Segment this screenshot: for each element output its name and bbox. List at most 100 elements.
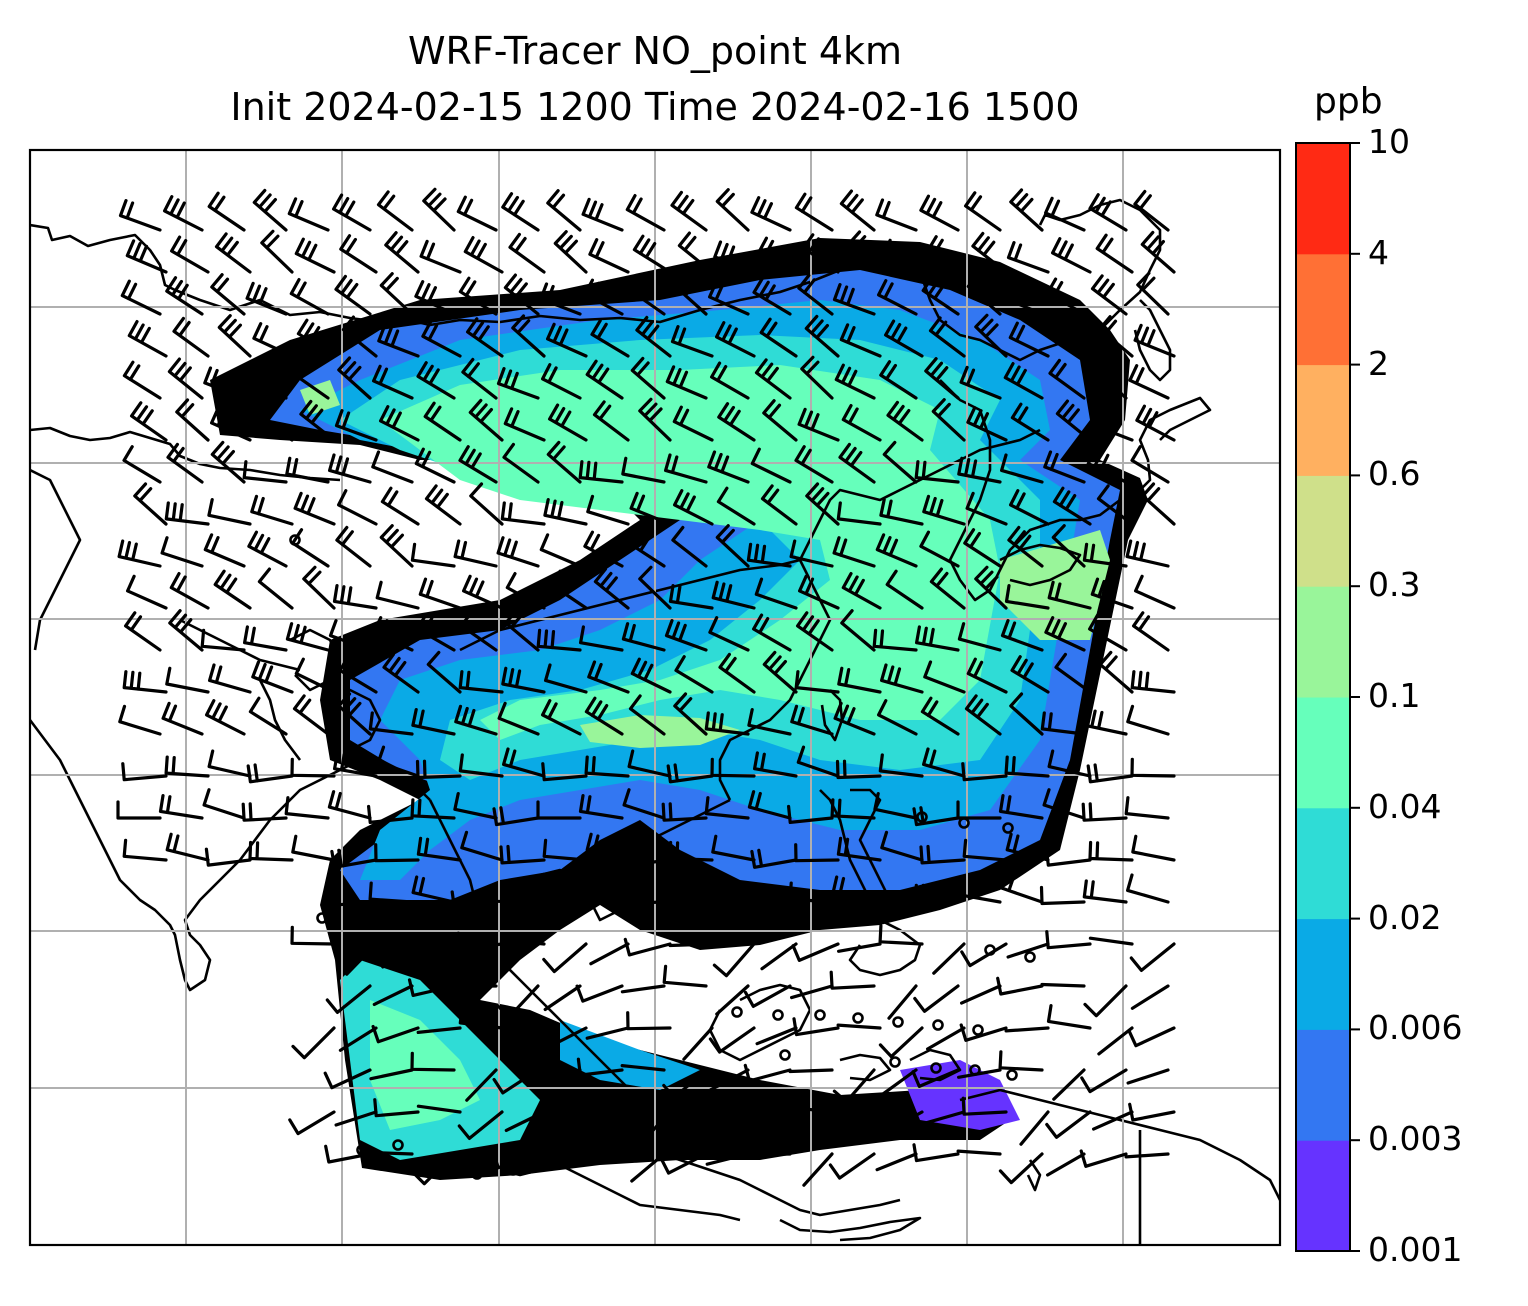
wind-barb — [711, 834, 756, 862]
wind-barb — [715, 524, 750, 568]
coastline — [779, 1216, 922, 1242]
wind-barb — [1010, 402, 1050, 442]
wind-barb — [204, 847, 252, 867]
wind-barb — [870, 890, 918, 910]
wind-barb — [203, 533, 246, 568]
wind-barb — [1126, 1068, 1170, 1085]
colorbar-tick-label: 0.001 — [1368, 1230, 1463, 1269]
wind-barb — [625, 194, 666, 232]
wind-barb — [291, 834, 336, 862]
wind-barb — [423, 401, 462, 442]
wind-barb — [875, 1152, 918, 1172]
wind-barb — [287, 197, 330, 232]
wind-barb — [886, 400, 924, 442]
wind-barb — [332, 584, 378, 610]
wind-barb — [500, 938, 546, 946]
concentration-contour — [300, 380, 340, 415]
wind-barb — [718, 652, 756, 694]
wind-barb — [668, 942, 714, 948]
wind-barb — [416, 613, 456, 652]
wind-barb — [1046, 1004, 1092, 1030]
wind-barb — [254, 403, 294, 442]
wind-barb — [260, 229, 294, 274]
wind-barb — [296, 318, 336, 358]
wind-barb — [118, 199, 162, 232]
wind-barb — [457, 1110, 504, 1140]
wind-barb — [422, 187, 456, 232]
coastline — [820, 689, 844, 742]
wind-barb — [1051, 524, 1086, 568]
colorbar-segment — [1296, 807, 1350, 920]
wind-barb — [328, 453, 372, 484]
wind-barb — [1004, 584, 1050, 610]
wind-barb — [166, 442, 204, 484]
wind-calm-marker — [507, 1164, 519, 1176]
wind-barb — [200, 628, 246, 652]
wind-barb — [794, 1090, 840, 1114]
wind-barb — [203, 366, 246, 400]
wind-barb — [1048, 358, 1086, 400]
map-plot-area — [30, 150, 1280, 1245]
wind-barb — [453, 539, 498, 568]
wind-barb — [882, 238, 924, 274]
wind-barb — [371, 1024, 420, 1044]
wind-barb — [672, 405, 714, 442]
wind-barb — [458, 753, 504, 778]
wind-barb — [379, 405, 420, 442]
wind-barb — [802, 233, 840, 274]
wind-barb — [292, 359, 330, 400]
wind-barb — [502, 747, 546, 778]
wind-barb — [122, 838, 168, 862]
wind-barb — [798, 574, 840, 610]
wind-calm-marker — [930, 1062, 942, 1074]
coastline — [528, 798, 731, 927]
wind-barb — [546, 440, 582, 484]
wind-barb — [1133, 323, 1176, 358]
wind-barb — [996, 976, 1044, 996]
wind-barb — [1040, 711, 1086, 736]
wind-barb — [494, 883, 540, 904]
wind-barb — [416, 361, 456, 400]
wind-barb — [116, 800, 162, 820]
wind-barb — [372, 616, 414, 652]
wind-barb — [376, 745, 420, 778]
wind-calm-marker — [972, 1024, 984, 1036]
wind-calm-marker — [892, 1016, 904, 1028]
wind-barb — [592, 400, 630, 442]
wind-barb — [882, 440, 918, 484]
wind-barb — [1045, 930, 1092, 950]
wind-barb — [1124, 796, 1170, 820]
wind-barb — [589, 942, 630, 966]
wind-barb — [245, 281, 288, 316]
wind-barb — [880, 663, 924, 694]
wind-barb — [919, 194, 960, 232]
wind-barb — [583, 278, 624, 316]
wind-barb — [926, 235, 966, 274]
wind-barb — [922, 747, 966, 778]
wind-barb — [974, 565, 1008, 610]
wind-barb — [707, 450, 750, 484]
wind-barb — [1128, 1102, 1176, 1122]
wind-barb — [217, 314, 252, 358]
wind-barb — [668, 584, 714, 610]
wind-barb — [628, 275, 666, 316]
wind-barb — [704, 711, 750, 736]
wind-barb — [376, 190, 414, 232]
wind-barb — [665, 365, 708, 400]
wind-barb — [461, 357, 498, 400]
wind-barb — [966, 272, 1002, 316]
concentration-contour — [380, 365, 1000, 740]
wind-barb — [1090, 577, 1134, 610]
wind-barb — [1082, 879, 1128, 904]
wind-barb — [213, 569, 252, 610]
wind-barb — [746, 1137, 792, 1157]
wind-barb — [1132, 611, 1170, 652]
wind-barb — [794, 445, 834, 484]
wind-barb — [491, 1150, 540, 1170]
wind-calm-marker — [1002, 822, 1014, 834]
wind-barb — [341, 315, 378, 358]
wind-barb — [875, 533, 918, 568]
wind-barb — [242, 460, 288, 484]
wind-barb — [1128, 364, 1170, 400]
wind-calm-marker — [392, 1139, 404, 1151]
